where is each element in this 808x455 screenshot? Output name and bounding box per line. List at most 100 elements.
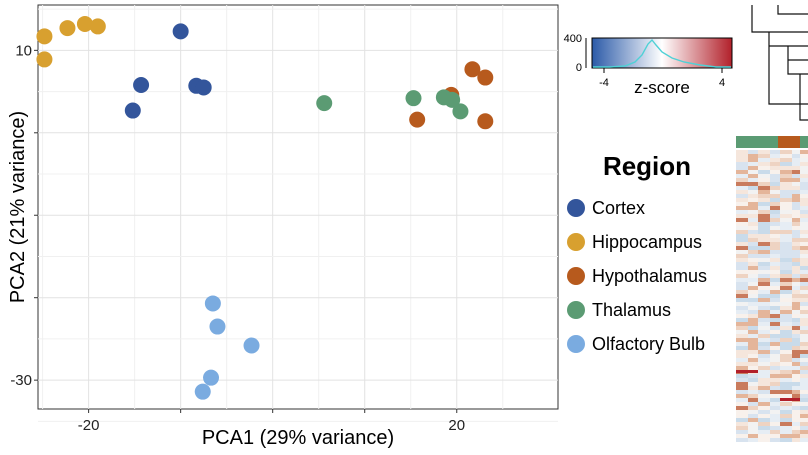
heatmap-cell [758,250,770,254]
data-point-hypothalamus [464,61,481,78]
heatmap-cell [736,370,758,373]
heatmap-cell [780,322,792,326]
heatmap-cell [736,214,748,218]
heatmap-cell [780,286,792,290]
heatmap-cell [800,206,808,210]
heatmap-cell [736,406,748,410]
heatmap-cell [780,390,792,394]
heatmap-cell [758,242,770,246]
heatmap-cell [792,426,800,430]
heatmap-cell [800,170,808,174]
heatmap-cell [792,238,800,242]
y-tick-label: -30 [10,372,32,389]
heatmap-cell [792,194,800,198]
heatmap-cell [770,382,780,386]
heatmap-cell [758,390,770,394]
heatmap-cell [780,254,792,258]
heatmap-cell [800,154,808,158]
heatmap-cell [780,330,792,334]
heatmap-cell [770,218,780,222]
heatmap-cell [736,246,748,250]
heatmap-cell [736,218,748,222]
heatmap-cell [792,374,800,378]
heatmap-cell [770,226,780,230]
heatmap-cell [758,290,770,294]
heatmap-cell [748,198,758,202]
heatmap-cell [770,430,780,434]
heatmap-cell [748,378,758,382]
heatmap-cell [780,150,792,154]
heatmap-cell [800,210,808,214]
legend-key-hippocampus [567,233,585,251]
heatmap-cell [770,310,780,314]
y-tick-label: 10 [15,42,32,59]
heatmap-cell [736,334,748,338]
heatmap-cell [800,238,808,242]
heatmap-cell [780,266,792,270]
data-point-hypothalamus [477,69,494,86]
heatmap-cell [770,206,780,210]
heatmap-cell [770,366,780,370]
colorbar-title: z-score [634,78,690,97]
heatmap-cell [800,366,808,370]
colorbar-x-tick-right: 4 [719,77,725,89]
heatmap-cell [736,174,748,178]
heatmap-cell [780,218,792,222]
heatmap-cell [758,158,770,162]
heatmap-cell [758,174,770,178]
heatmap-cell [792,202,800,206]
heatmap-cell [748,210,758,214]
heatmap-cell [748,218,758,222]
heatmap-cell [780,290,792,294]
x-axis-title: PCA1 (29% variance) [202,427,394,449]
heatmap-cell [780,358,792,362]
heatmap-cell [800,322,808,326]
x-tick-label: -20 [78,417,100,434]
data-point-hippocampus [76,15,93,32]
heatmap-cell [780,198,792,202]
colorbar-y-tick-bottom: 0 [576,62,582,74]
legend-key-hypothalamus [567,267,585,285]
heatmap-cell [792,154,800,158]
heatmap-cell [800,274,808,278]
heatmap-cell [736,258,748,262]
heatmap-cell [770,334,780,338]
heatmap-cell [770,242,780,246]
heatmap-cell [792,286,800,290]
heatmap-cell [800,334,808,338]
heatmap-cell [800,358,808,362]
heatmap-cell [780,314,792,318]
heatmap-cell [800,346,808,350]
heatmap-cell [736,234,748,238]
heatmap-cell [780,178,792,182]
heatmap-cell [780,282,792,286]
data-point-olfactory-bulb [204,295,221,312]
heatmap-cell [770,362,780,366]
heatmap-cell [770,358,780,362]
heatmap-cell [800,186,808,190]
heatmap-cell [748,286,758,290]
heatmap-cell [748,414,758,418]
heatmap-cell [770,438,780,442]
heatmap-cell [800,386,808,390]
heatmap-cell [770,182,780,186]
heatmap-cell [758,306,770,310]
heatmap-cell [758,214,770,218]
heatmap-cell [780,214,792,218]
heatmap-cell [780,154,792,158]
heatmap-cell [758,154,770,158]
heatmap [736,136,808,442]
heatmap-cell [800,162,808,166]
heatmap-cell [792,186,800,190]
heatmap-cell [800,426,808,430]
heatmap-cell [758,362,770,366]
heatmap-cell [792,270,800,274]
heatmap-cell [758,278,770,282]
heatmap-cell [736,230,748,234]
heatmap-cell [800,434,808,438]
heatmap-cell [800,174,808,178]
heatmap-cell [748,418,758,422]
heatmap-cell [770,422,780,426]
heatmap-cell [748,166,758,170]
heatmap-cell [770,254,780,258]
